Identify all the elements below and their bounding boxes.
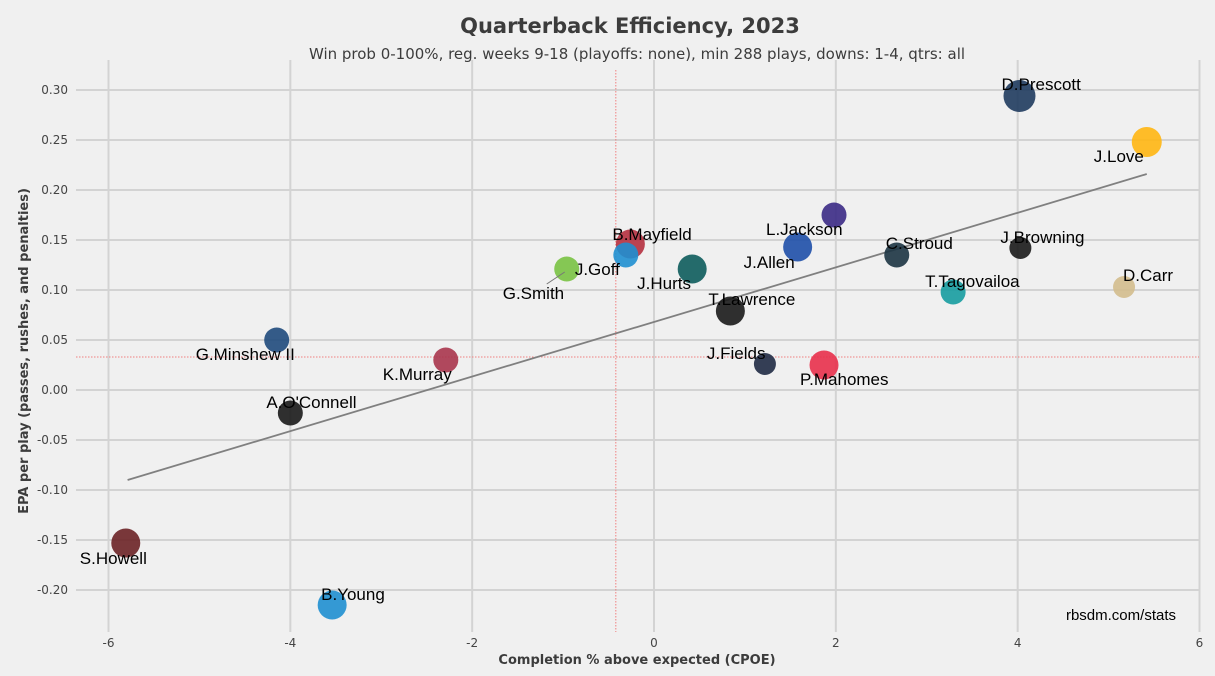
data-point (783, 232, 813, 262)
data-point (677, 254, 707, 284)
point-label: A.O'Connell (266, 393, 356, 412)
x-tick-label: 2 (832, 636, 840, 650)
data-point (884, 242, 910, 268)
data-point (111, 528, 141, 558)
x-tick-label: 6 (1196, 636, 1204, 650)
data-point (317, 590, 347, 620)
data-point (809, 350, 839, 380)
y-tick-label: -0.10 (37, 483, 68, 497)
point-label: J.Allen (744, 253, 795, 272)
y-axis-ticks: 0.30 0.25 0.20 0.15 0.10 0.05 0.00 -0.05 -0.10 -0… (37, 83, 68, 597)
y-tick-label: 0.15 (41, 233, 68, 247)
y-tick-label: 0.25 (41, 133, 68, 147)
data-points (111, 80, 1162, 620)
point-label: D.Carr (1123, 266, 1173, 285)
y-tick-label: 0.00 (41, 383, 68, 397)
y-tick-label: 0.20 (41, 183, 68, 197)
point-label: K.Murray (383, 365, 452, 384)
point-label: J.Fields (707, 344, 766, 363)
point-label: G.Minshew II (196, 345, 295, 364)
data-point (1131, 127, 1162, 157)
point-label: D.Prescott (1001, 75, 1081, 94)
data-point (1113, 276, 1136, 298)
point-label: G.Smith (503, 284, 564, 303)
y-tick-label: 0.10 (41, 283, 68, 297)
y-tick-label: -0.05 (37, 433, 68, 447)
x-tick-label: 0 (650, 636, 658, 650)
trend-line-group (127, 173, 1148, 481)
data-point (613, 242, 639, 268)
point-label: B.Young (321, 585, 385, 604)
point-label: T.Tagovailoa (925, 272, 1020, 291)
chart-title: Quarterback Efficiency, 2023 (460, 14, 800, 38)
point-label: J.Hurts (637, 274, 691, 293)
y-tick-label: -0.20 (37, 583, 68, 597)
label-connector (546, 271, 565, 285)
data-point (1009, 237, 1032, 259)
y-tick-label: -0.15 (37, 533, 68, 547)
point-label: C.Stroud (886, 234, 953, 253)
y-tick-label: 0.05 (41, 333, 68, 347)
data-point (821, 202, 847, 228)
point-label: J.Love (1094, 147, 1144, 166)
point-label: P.Mahomes (800, 370, 889, 389)
data-point (1003, 80, 1036, 112)
point-label: B.Mayfield (612, 225, 691, 244)
chart-subtitle: Win prob 0-100%, reg. weeks 9-18 (playof… (308, 45, 966, 63)
point-label: S.Howell (80, 549, 147, 568)
x-tick-label: -2 (466, 636, 478, 650)
y-axis-label: EPA per play (passes, rushes, and penalt… (17, 188, 32, 514)
point-label: J.Goff (575, 260, 620, 279)
data-point (264, 327, 290, 353)
data-point (753, 353, 776, 375)
data-point (715, 296, 745, 326)
trend-line (127, 173, 1148, 481)
x-axis-ticks: -6 -4 -2 0 2 4 6 (103, 636, 1204, 650)
x-tick-label: -4 (284, 636, 296, 650)
y-tick-label: 0.30 (41, 83, 68, 97)
data-point (433, 347, 459, 373)
x-tick-label: 4 (1014, 636, 1022, 650)
data-point (940, 279, 966, 305)
data-point (277, 400, 303, 426)
point-labels: D.Prescott J.Love L.Jackson J.Allen B.Mayfie… (80, 75, 1174, 604)
reference-lines (76, 70, 1199, 632)
x-tick-label: -6 (103, 636, 115, 650)
x-axis-label: Completion % above expected (CPOE) (498, 653, 775, 668)
credit-text: rbsdm.com/stats (1066, 607, 1176, 624)
point-label: J.Browning (1000, 228, 1084, 247)
point-label: T.Lawrence (708, 290, 795, 309)
point-label: L.Jackson (766, 220, 843, 239)
